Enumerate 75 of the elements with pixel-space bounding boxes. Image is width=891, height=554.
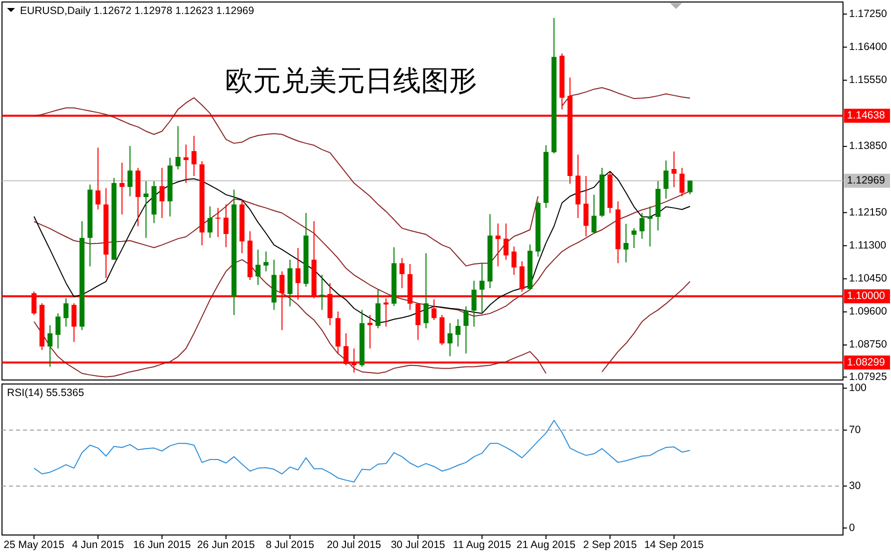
- candlestick: [320, 274, 324, 310]
- x-tick-label: 20 Jul 2015: [326, 539, 382, 551]
- y-tick-label: 1.07925: [849, 370, 888, 383]
- y-tick-label: 1.17250: [849, 8, 888, 20]
- x-tick-label: 4 Jun 2015: [72, 539, 124, 551]
- candlestick: [592, 194, 596, 234]
- candlestick: [192, 135, 196, 177]
- candlestick: [480, 262, 484, 314]
- x-tick-label: 14 Sep 2015: [644, 539, 704, 551]
- y-tick-label: 1.08750: [849, 338, 888, 351]
- candlestick: [376, 289, 380, 329]
- y-tick-label: 1.15550: [849, 74, 888, 86]
- candlestick: [224, 204, 228, 248]
- x-tick-label: 8 Jul 2015: [266, 539, 314, 551]
- chart-subtitle: EURUSD,Daily 1.12672 1.12978 1.12623 1.12969: [20, 5, 254, 17]
- candlestick: [120, 162, 124, 216]
- candlestick: [648, 206, 652, 247]
- candlestick: [216, 207, 220, 238]
- candlestick: [664, 160, 668, 200]
- candlestick: [672, 150, 676, 188]
- x-tick-label: 16 Jun 2015: [133, 539, 192, 551]
- y-tick-label: 0: [849, 522, 855, 534]
- y-tick-label: 1.11300: [849, 239, 886, 252]
- candlestick: [456, 318, 460, 348]
- candlestick: [256, 249, 260, 286]
- y-tick-label: 1.13850: [849, 140, 888, 152]
- candlestick: [176, 126, 180, 170]
- y-tick-label: 1.10450: [849, 272, 888, 285]
- x-tick-label: 30 Jul 2015: [390, 539, 446, 551]
- candlestick: [472, 280, 476, 328]
- ref-line-label: 1.08299: [847, 356, 886, 368]
- candlestick: [424, 252, 428, 329]
- x-tick-label: 11 Aug 2015: [452, 539, 512, 551]
- candlestick: [72, 302, 76, 342]
- y-tick-label: 100: [849, 382, 867, 394]
- candlestick: [64, 298, 68, 328]
- y-tick-label: 1.09600: [849, 306, 888, 318]
- candlestick: [464, 306, 468, 354]
- candlestick: [264, 251, 268, 272]
- candlestick: [144, 180, 148, 238]
- y-tick-label: 70: [849, 424, 861, 436]
- candlestick: [400, 258, 404, 289]
- candlestick: [496, 223, 500, 267]
- candlestick: [416, 302, 420, 340]
- candlestick: [448, 322, 452, 357]
- candlestick: [432, 298, 436, 321]
- candlestick: [184, 144, 188, 184]
- y-tick-label: 1.16400: [849, 40, 888, 53]
- candlestick: [160, 167, 164, 219]
- candlestick: [96, 147, 100, 210]
- line-series: [34, 420, 690, 483]
- text: 欧元兑美元日线图形: [225, 64, 477, 97]
- candlestick: [504, 223, 508, 260]
- candlestick: [512, 246, 516, 276]
- y-tick-label: 30: [849, 480, 861, 492]
- ref-line-label: 1.12969: [847, 174, 886, 187]
- candlestick: [632, 228, 636, 249]
- candlestick: [680, 167, 684, 197]
- x-tick-label: 2 Sep 2015: [583, 539, 638, 551]
- ref-line-label: 1.10000: [847, 290, 886, 302]
- ref-line-label: 1.14638: [847, 110, 886, 122]
- x-tick-label: 26 Jun 2015: [197, 539, 256, 551]
- candlestick: [624, 223, 628, 263]
- candlestick: [128, 146, 132, 197]
- candlestick: [584, 176, 588, 237]
- candlestick: [640, 212, 644, 240]
- candlestick: [56, 312, 60, 349]
- candlestick: [208, 206, 212, 238]
- x-tick-label: 25 May 2015: [4, 539, 65, 551]
- candlestick: [48, 324, 52, 368]
- x-tick-label: 21 Aug 2015: [516, 539, 576, 551]
- y-tick-label: 1.12150: [849, 206, 888, 218]
- chart-title: RSI(14) 55.5365: [7, 387, 84, 399]
- candlestick: [520, 260, 524, 292]
- candlestick: [688, 180, 692, 195]
